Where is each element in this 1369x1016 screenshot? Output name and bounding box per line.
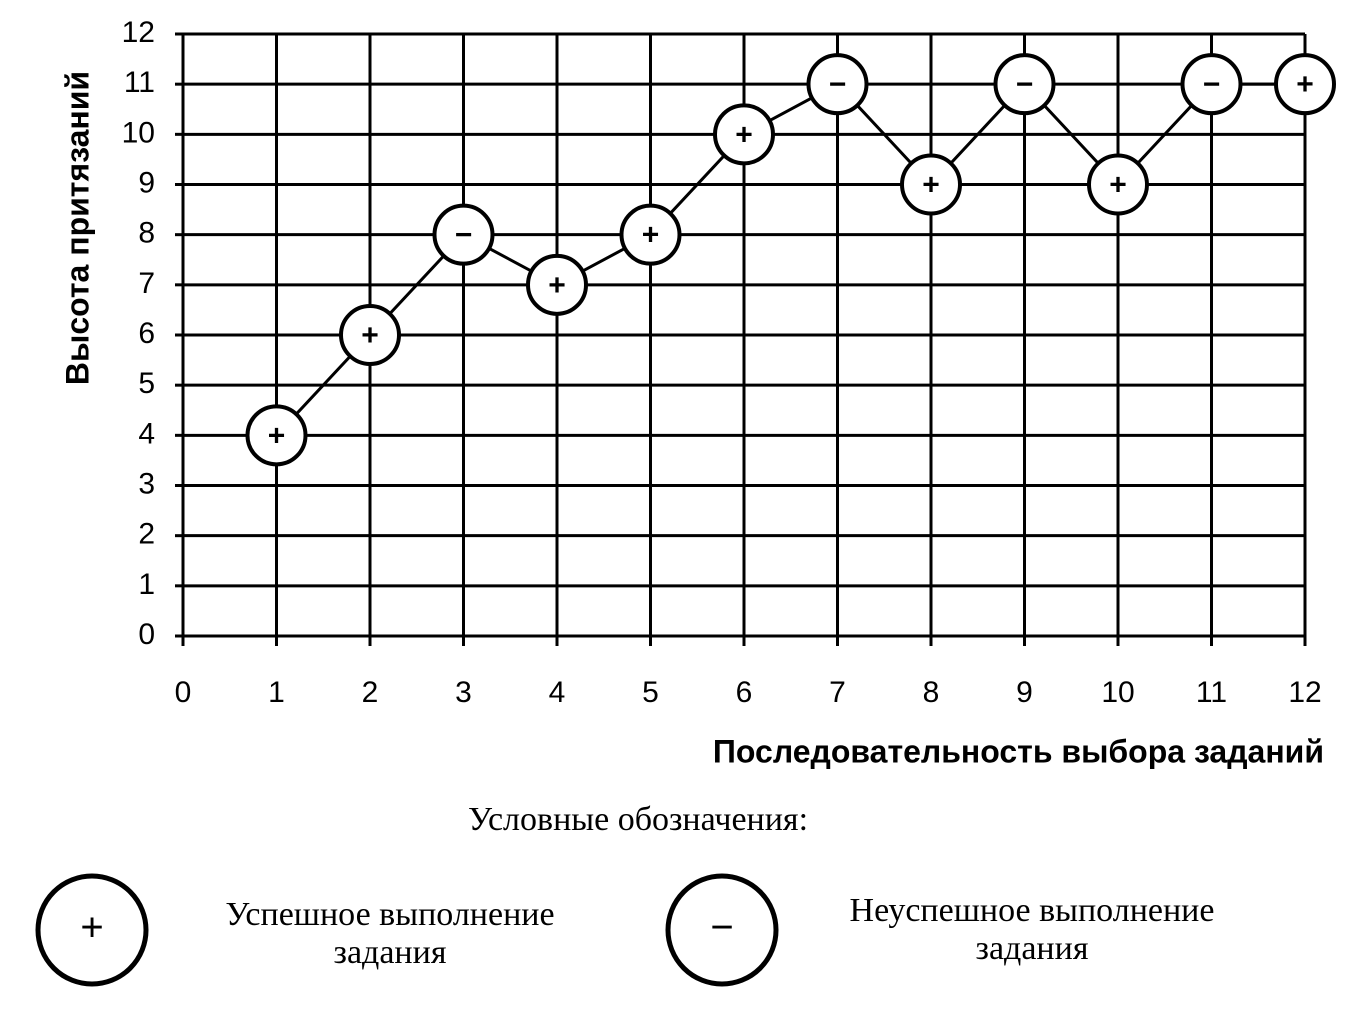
point-label: − xyxy=(1016,68,1034,101)
legend-label: Успешное выполнение задания xyxy=(225,896,555,971)
y-tick-label: 7 xyxy=(138,267,155,300)
point-label: + xyxy=(548,269,566,302)
data-point xyxy=(993,53,1056,116)
y-tick-label: 2 xyxy=(138,518,155,551)
x-tick-label: 1 xyxy=(268,676,285,709)
x-tick-label: 6 xyxy=(736,676,753,709)
y-tick-label: 11 xyxy=(124,66,155,99)
data-point xyxy=(713,103,775,166)
data-point xyxy=(806,53,869,116)
data-point xyxy=(339,304,401,366)
y-tick-label: 12 xyxy=(122,16,155,49)
y-tick-label: 1 xyxy=(138,568,155,601)
y-tick-label: 8 xyxy=(138,217,155,250)
x-tick-label: 10 xyxy=(1101,676,1134,709)
x-tick-label: 0 xyxy=(175,676,192,709)
data-point xyxy=(900,153,962,216)
legend-symbol xyxy=(35,873,149,987)
point-label: + xyxy=(1109,168,1127,201)
data-point xyxy=(1087,153,1149,216)
point-label: + xyxy=(361,319,379,352)
y-tick-label: 4 xyxy=(138,417,155,450)
series-line xyxy=(275,81,1305,437)
legend-symbol-text: + xyxy=(80,906,103,950)
point-label: + xyxy=(642,219,660,252)
x-tick-label: 3 xyxy=(455,676,472,709)
y-tick-label: 3 xyxy=(138,467,155,500)
y-tick-label: 6 xyxy=(138,317,155,350)
x-tick-label: 2 xyxy=(362,676,379,709)
x-tick-label: 7 xyxy=(829,676,846,709)
point-label: + xyxy=(922,168,940,201)
y-tick-label: 9 xyxy=(138,166,155,199)
x-tick-label: 11 xyxy=(1196,676,1227,709)
y-tick-label: 5 xyxy=(138,367,155,400)
x-tick-label: 5 xyxy=(642,676,659,709)
x-tick-label: 4 xyxy=(549,676,566,709)
y-axis-title: Высота притязаний xyxy=(59,71,95,385)
data-point xyxy=(1274,53,1336,116)
point-label: + xyxy=(735,118,753,151)
legend-label: Неуспешное выполнение задания xyxy=(849,892,1215,967)
data-point xyxy=(526,253,588,316)
y-tick-label: 0 xyxy=(138,618,155,651)
point-label: + xyxy=(268,419,286,452)
legend-symbol-text: − xyxy=(710,906,733,950)
point-label: + xyxy=(1296,68,1314,101)
point-label: − xyxy=(455,219,473,252)
legend-symbol xyxy=(665,873,779,987)
legend-title: Условные обозначения: xyxy=(468,801,808,838)
x-tick-label: 8 xyxy=(923,676,940,709)
point-label: − xyxy=(829,68,847,101)
data-point xyxy=(245,404,308,467)
y-tick-label: 10 xyxy=(122,116,155,149)
data-point xyxy=(432,203,495,266)
x-tick-label: 9 xyxy=(1016,676,1033,709)
x-tick-label: 12 xyxy=(1288,676,1321,709)
x-axis-title: Последовательность выбора заданий xyxy=(713,733,1324,769)
point-label: − xyxy=(1203,68,1221,101)
data-point xyxy=(619,203,682,266)
data-point xyxy=(1180,53,1243,116)
